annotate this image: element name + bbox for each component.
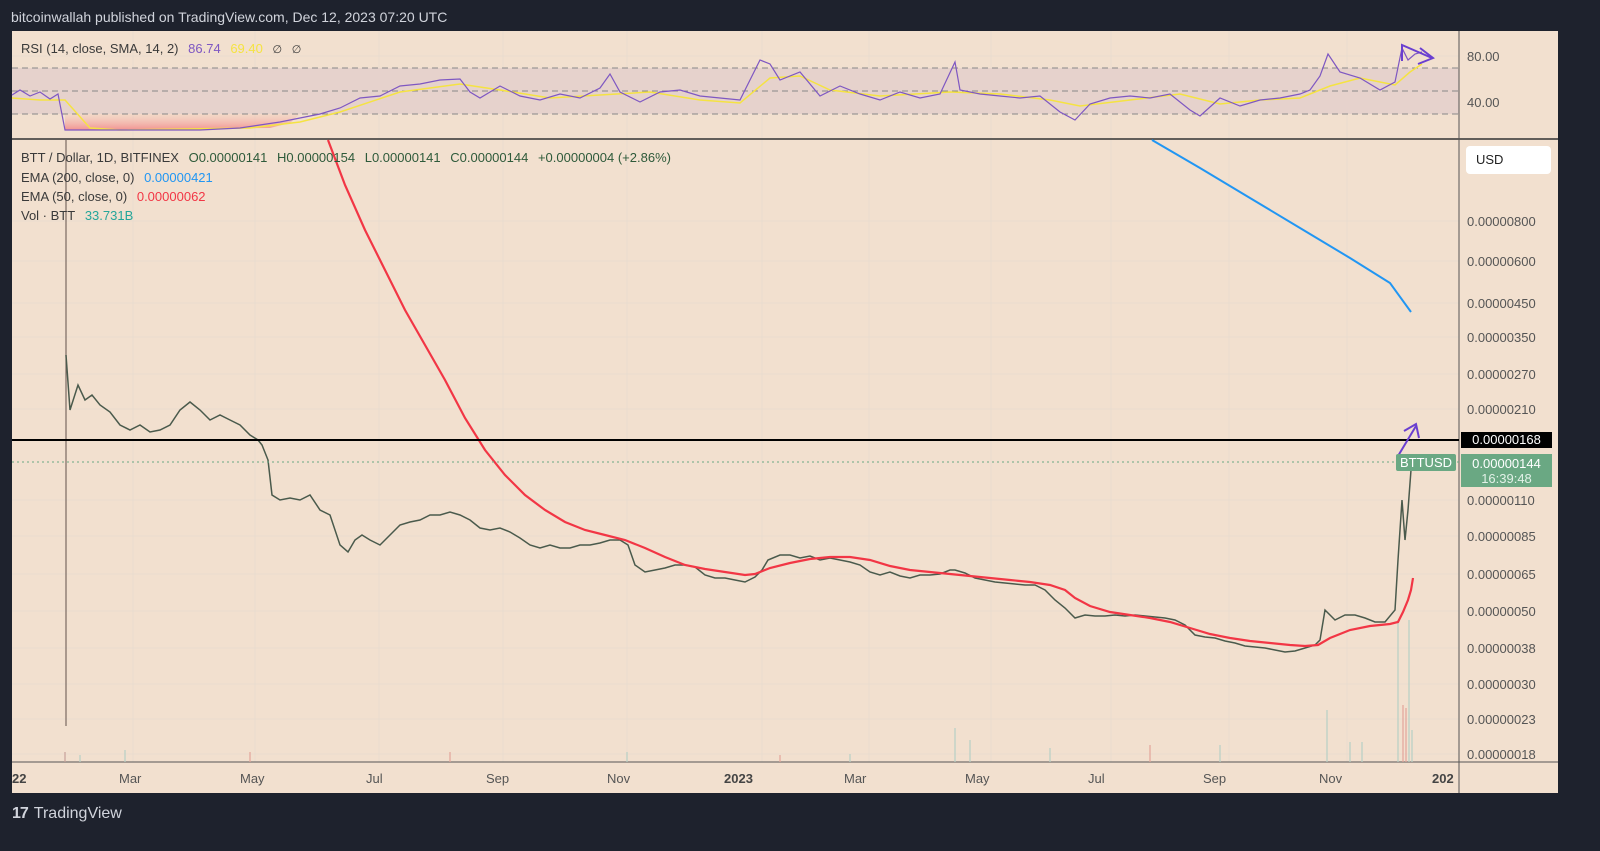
ohlc-high: H0.00000154 <box>277 150 356 165</box>
grid <box>12 31 1459 762</box>
time-label: Jul <box>366 771 383 786</box>
ohlc-close: C0.00000144 <box>450 150 529 165</box>
price-label: 0.00000110 <box>1467 493 1535 508</box>
ohlc-low: L0.00000141 <box>364 150 441 165</box>
time-label: Sep <box>1203 771 1227 786</box>
price-label: 0.00000038 <box>1467 641 1536 656</box>
ema50-legend[interactable]: EMA (50, close, 0) 0.00000062 <box>21 189 212 204</box>
ema50-value: 0.00000062 <box>136 189 206 204</box>
time-label: Sep <box>486 771 510 786</box>
tradingview-logo-icon: 17 <box>12 805 29 822</box>
time-label: 202 <box>1432 771 1454 786</box>
time-label: 2023 <box>724 771 753 786</box>
chart-frame[interactable] <box>12 31 1558 793</box>
bar-countdown: 16:39:48 <box>1481 471 1532 486</box>
rsi-oversold-fill <box>65 114 300 130</box>
price-label: 0.00000600 <box>1467 254 1536 269</box>
rsi-axis-40: 40.00 <box>1467 95 1500 110</box>
price-label: 0.00000050 <box>1467 604 1536 619</box>
last-price-tag: 0.00000144 16:39:48 <box>1461 454 1552 487</box>
hline-price-tag: 0.00000168 <box>1461 432 1552 448</box>
rsi-levels <box>12 67 1459 115</box>
price-label: 0.00000030 <box>1467 677 1536 692</box>
price-up-arrow-annotation <box>1397 422 1420 457</box>
price-label: 0.00000450 <box>1467 296 1536 311</box>
price-label: 0.00000018 <box>1467 747 1536 762</box>
ema200-value: 0.00000421 <box>144 170 213 185</box>
price-label: 0.00000270 <box>1467 367 1536 382</box>
rsi-empty-2: ∅ <box>291 44 302 56</box>
price-label: 0.00000210 <box>1467 402 1536 417</box>
symbol-tag: BTTUSD <box>1396 454 1456 471</box>
volume-legend[interactable]: Vol · BTT 33.731B <box>21 208 139 223</box>
symbol-label[interactable]: BTT / Dollar, 1D, BITFINEX <box>21 150 179 165</box>
price-label: 0.00000065 <box>1467 567 1536 582</box>
volume-label: Vol · BTT <box>21 208 76 223</box>
price-label: 0.00000800 <box>1467 214 1536 229</box>
volume-bars <box>64 620 1413 762</box>
rsi-sma-value: 69.40 <box>230 41 263 56</box>
price-label: 0.00000350 <box>1467 330 1536 345</box>
time-label: 22 <box>12 771 27 786</box>
main-legend: BTT / Dollar, 1D, BITFINEX O0.00000141 H… <box>21 150 677 165</box>
price-label: 0.00000023 <box>1467 712 1536 727</box>
ema200-legend[interactable]: EMA (200, close, 0) 0.00000421 <box>21 170 219 185</box>
rsi-label: RSI (14, close, SMA, 14, 2) <box>21 41 179 56</box>
ema200-label: EMA (200, close, 0) <box>21 170 135 185</box>
time-label: Mar <box>844 771 867 786</box>
rsi-value: 86.74 <box>188 41 221 56</box>
ema50-label: EMA (50, close, 0) <box>21 189 128 204</box>
ema200-line <box>1151 139 1412 313</box>
time-label: Mar <box>119 771 142 786</box>
rsi-line <box>11 46 1423 131</box>
time-label: May <box>240 771 265 786</box>
rsi-legend: RSI (14, close, SMA, 14, 2) 86.74 69.40 … <box>21 41 307 56</box>
published-caption: bitcoinwallah published on TradingView.c… <box>11 9 448 25</box>
time-label: Jul <box>1088 771 1105 786</box>
ohlc-open: O0.00000141 <box>188 150 268 165</box>
tradingview-footer[interactable]: 17 TradingView <box>12 805 122 823</box>
last-price-value: 0.00000144 <box>1472 456 1541 471</box>
rsi-sma-line <box>11 63 1423 131</box>
time-label: May <box>965 771 990 786</box>
time-label: Nov <box>1319 771 1343 786</box>
currency-button[interactable]: USD <box>1466 146 1551 174</box>
price-series <box>65 354 1414 653</box>
volume-value: 33.731B <box>84 208 134 223</box>
rsi-arrow-annotation <box>1401 43 1436 65</box>
rsi-axis-80: 80.00 <box>1467 49 1500 64</box>
price-label: 0.00000085 <box>1467 529 1536 544</box>
brand-name: TradingView <box>33 805 122 822</box>
time-label: Nov <box>607 771 631 786</box>
ohlc-change: +0.00000004 (+2.86%) <box>537 150 671 165</box>
rsi-empty-1: ∅ <box>272 44 283 56</box>
ema50-line <box>326 139 1415 648</box>
